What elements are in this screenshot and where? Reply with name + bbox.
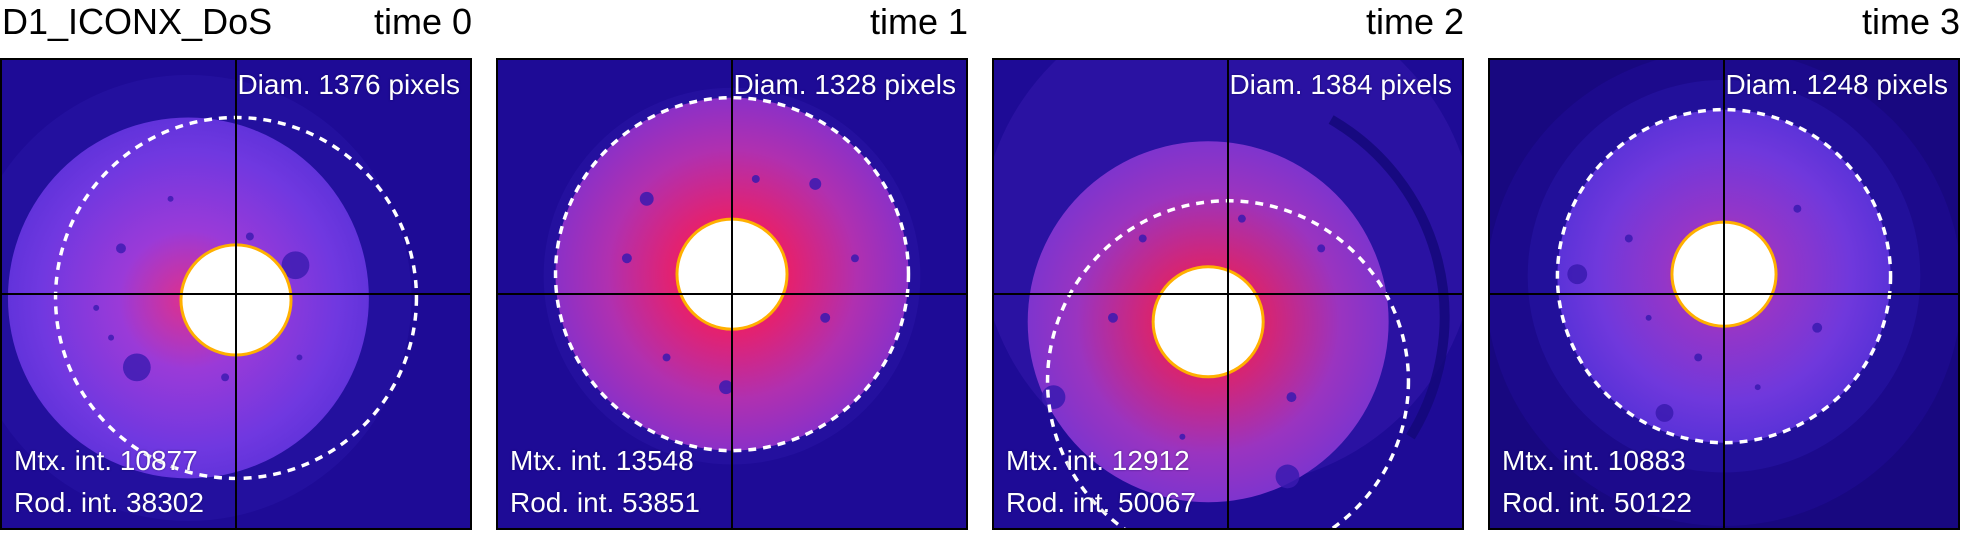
image-panel-time-1: time 1 (496, 1, 968, 530)
image-panel-time-0: time 0 (0, 1, 472, 530)
image-panel-time-2: time 2 (992, 1, 1464, 530)
diameter-label: Diam. 1376 pixels (237, 69, 460, 100)
matrix-intensity-label: Mtx. int. 10877 (14, 445, 198, 476)
diameter-label: Diam. 1248 pixels (1725, 69, 1948, 100)
panel-frame: Diam. 1384 pixels Mtx. int. 12912 Rod. i… (992, 58, 1464, 530)
fluorescence-image (498, 60, 966, 528)
panel-time-label: time 3 (1861, 1, 1960, 42)
panel-frame: Diam. 1328 pixels Mtx. int. 13548 Rod. i… (496, 58, 968, 530)
diameter-label: Diam. 1328 pixels (733, 69, 956, 100)
panel-time-label: time 1 (869, 1, 968, 42)
matrix-intensity-label: Mtx. int. 10883 (1502, 445, 1686, 476)
panel-frame: Diam. 1376 pixels Mtx. int. 10877 Rod. i… (0, 58, 472, 530)
fluorescence-image (2, 60, 470, 528)
rod-intensity-label: Rod. int. 53851 (510, 487, 700, 518)
fluorescence-image (994, 60, 1462, 528)
rod-intensity-label: Rod. int. 38302 (14, 487, 204, 518)
fluorescence-image (1490, 60, 1958, 528)
matrix-intensity-label: Mtx. int. 13548 (510, 445, 694, 476)
rod-intensity-label: Rod. int. 50067 (1006, 487, 1196, 518)
figure-title: D1_ICONX_DoS (2, 1, 273, 42)
panel-frame: Diam. 1248 pixels Mtx. int. 10883 Rod. i… (1488, 58, 1960, 530)
matrix-intensity-label: Mtx. int. 12912 (1006, 445, 1190, 476)
diameter-label: Diam. 1384 pixels (1229, 69, 1452, 100)
panel-time-label: time 0 (373, 1, 472, 42)
panel-time-label: time 2 (1365, 1, 1464, 42)
rod-intensity-label: Rod. int. 50122 (1502, 487, 1692, 518)
image-panel-time-3: time 3 (1488, 1, 1960, 530)
